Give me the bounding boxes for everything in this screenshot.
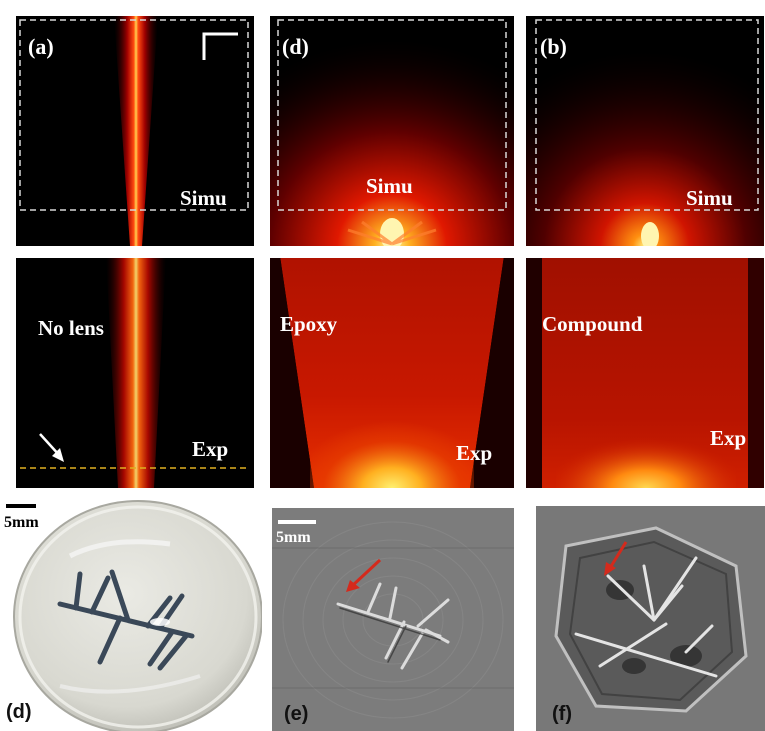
- panel-b-compound: (b) Simu Compound Exp: [526, 16, 764, 488]
- case-label: Epoxy: [280, 314, 337, 335]
- exp-label: Exp: [192, 439, 228, 460]
- panel-label: (b): [540, 36, 567, 58]
- case-label: No lens: [38, 318, 104, 339]
- panel-label: (d): [282, 36, 309, 58]
- simu-label: Simu: [686, 188, 733, 209]
- panel-label: (a): [28, 36, 54, 58]
- panel-a-no-lens: (a) Simu No lens Exp: [16, 16, 254, 488]
- beam-image-b: [526, 16, 764, 488]
- phantom-photo: [0, 496, 262, 731]
- panel-label: (e): [284, 704, 308, 724]
- panel-d-phantom-photo: 5mm (d): [0, 496, 262, 731]
- panel-f-reconstruction: (f): [536, 506, 765, 731]
- exp-label: Exp: [456, 443, 492, 464]
- panel-d-epoxy: (d) Simu Epoxy Exp: [270, 16, 514, 488]
- scale-bar-label: 5mm: [4, 515, 39, 531]
- beam-image-d: [270, 16, 514, 488]
- scale-bar-label: 5mm: [276, 530, 311, 546]
- reconstruction-image-f: [536, 506, 765, 731]
- panel-e-reconstruction: 5mm (e): [272, 508, 514, 731]
- simu-label: Simu: [180, 188, 227, 209]
- panel-label: (d): [6, 702, 32, 722]
- exp-label: Exp: [710, 428, 746, 449]
- simu-label: Simu: [366, 176, 413, 197]
- panel-label: (f): [552, 704, 572, 724]
- case-label: Compound: [542, 314, 642, 335]
- beam-image-a: [16, 16, 254, 488]
